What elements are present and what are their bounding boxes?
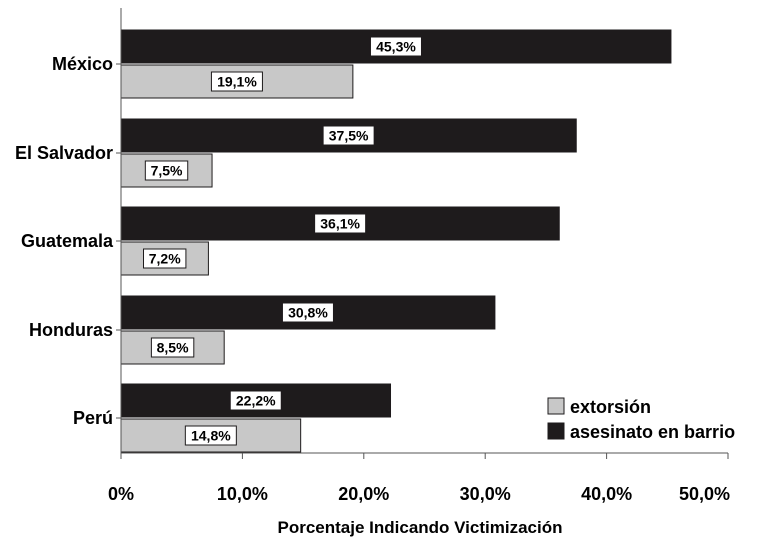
legend-swatch-extorsion [547, 397, 565, 415]
data-label: 19,1% [217, 74, 257, 90]
x-axis-title: Porcentaje Indicando Victimización [278, 518, 563, 537]
legend-label: asesinato en barrio [570, 422, 735, 442]
category-label: Perú [73, 408, 113, 428]
data-label: 30,8% [288, 305, 328, 321]
data-label: 8,5% [157, 340, 189, 356]
axes-group [116, 8, 729, 459]
x-tick-label: 20,0% [338, 484, 389, 504]
data-label-box [150, 337, 195, 358]
bars-group [120, 29, 672, 453]
data-label: 36,1% [320, 216, 360, 232]
category-label: Guatemala [21, 231, 114, 251]
data-label: 45,3% [376, 39, 416, 55]
data-label-box [210, 71, 263, 92]
legend: extorsión asesinato en barrio [547, 397, 735, 442]
data-label: 14,8% [191, 428, 231, 444]
data-label-box [369, 36, 422, 57]
data-label: 22,2% [236, 393, 276, 409]
data-label-box [144, 160, 189, 181]
data-label: 37,5% [329, 128, 369, 144]
x-tick-label: 40,0% [581, 484, 632, 504]
data-label-box [229, 390, 282, 411]
data-label-box [314, 213, 367, 234]
legend-swatch-asesinato [547, 422, 565, 440]
x-tick-label: 30,0% [460, 484, 511, 504]
data-label: 7,5% [151, 163, 183, 179]
data-label: 7,2% [149, 251, 181, 267]
category-label: Honduras [29, 320, 113, 340]
category-label: El Salvador [15, 143, 113, 163]
tick-labels-group: 0% 10,0% 20,0% 30,0% 40,0% 50,0% [108, 484, 730, 504]
x-tick-label: 50,0% [679, 484, 730, 504]
data-label-box [184, 425, 237, 446]
data-label-box [143, 248, 187, 269]
category-label: México [52, 54, 113, 74]
data-label-box [281, 302, 334, 323]
x-tick-label: 10,0% [217, 484, 268, 504]
data-labels-group: 45,3% 19,1% 37,5% 7,5% 36,1% 7,2% 30,8% 8,5% 22,… [143, 36, 422, 446]
data-label-box [322, 125, 375, 146]
legend-label: extorsión [570, 397, 651, 417]
category-labels-group: México El Salvador Guatemala Honduras Perú [15, 54, 114, 428]
x-tick-label: 0% [108, 484, 134, 504]
